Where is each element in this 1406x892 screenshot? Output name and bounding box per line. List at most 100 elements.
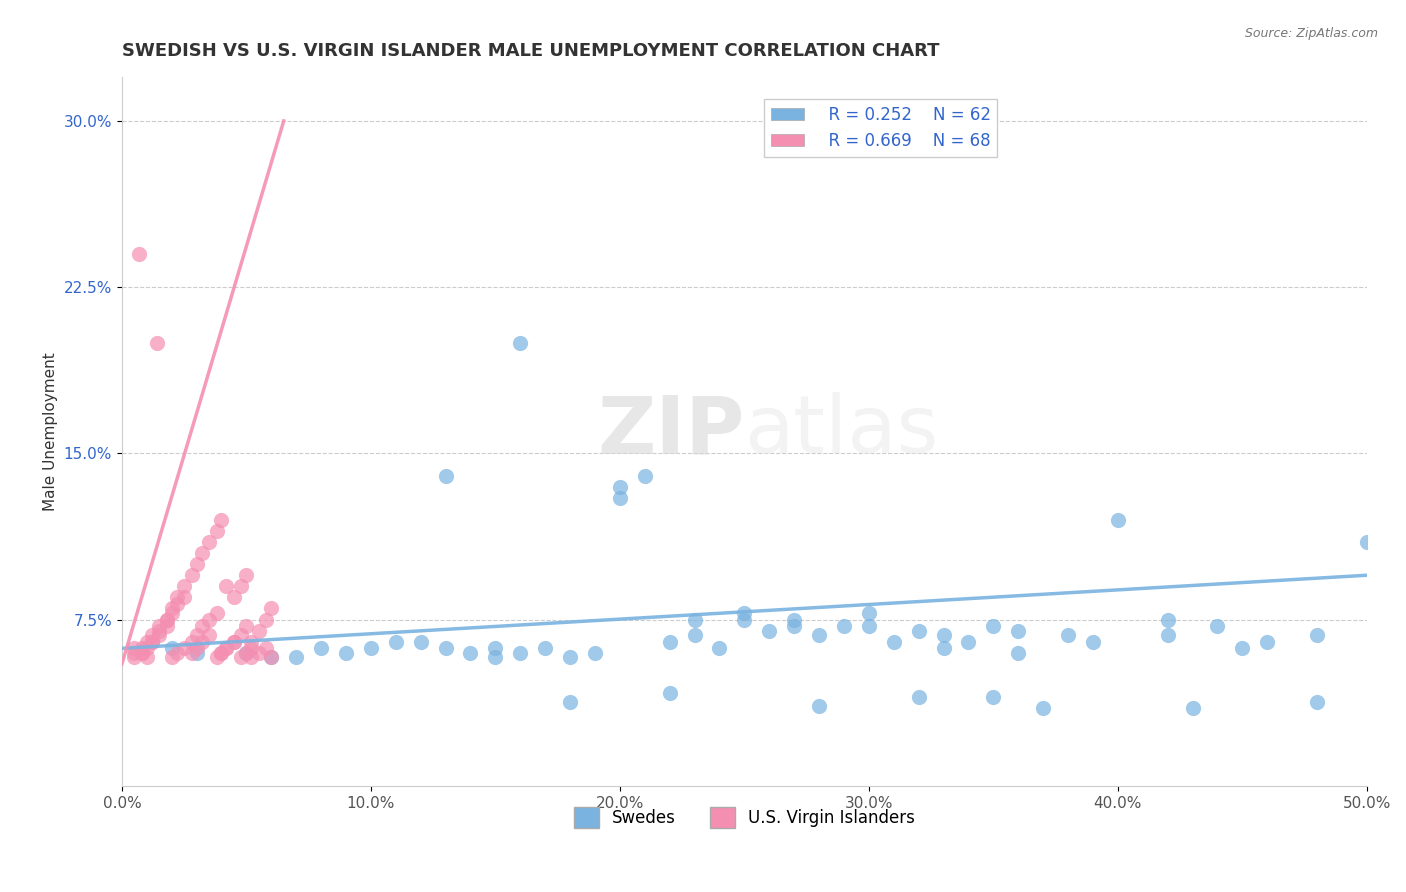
Point [173, 591, 195, 605]
Point [180, 634, 202, 648]
Point [190, 546, 212, 560]
Point [1256, 634, 1278, 648]
Point [932, 628, 955, 642]
Text: SWEDISH VS U.S. VIRGIN ISLANDER MALE UNEMPLOYMENT CORRELATION CHART: SWEDISH VS U.S. VIRGIN ISLANDER MALE UNE… [122, 42, 939, 60]
Point [534, 641, 557, 656]
Point [254, 613, 277, 627]
Point [124, 650, 146, 665]
Point [808, 698, 831, 713]
Point [783, 613, 806, 627]
Point [254, 641, 277, 656]
Point [198, 628, 221, 642]
Point [148, 628, 170, 642]
Point [1181, 701, 1204, 715]
Point [808, 628, 831, 642]
Point [709, 641, 731, 656]
Point [1306, 628, 1329, 642]
Point [211, 646, 233, 660]
Text: ZIP: ZIP [598, 392, 744, 470]
Point [148, 624, 170, 638]
Point [131, 646, 153, 660]
Point [260, 601, 283, 615]
Point [141, 634, 163, 648]
Point [156, 619, 179, 633]
Point [240, 650, 263, 665]
Point [981, 619, 1004, 633]
Point [135, 641, 157, 656]
Point [1156, 628, 1178, 642]
Point [733, 606, 755, 620]
Point [205, 606, 228, 620]
Point [434, 468, 457, 483]
Point [509, 335, 531, 350]
Point [981, 690, 1004, 705]
Legend: Swedes, U.S. Virgin Islanders: Swedes, U.S. Virgin Islanders [567, 800, 921, 834]
Point [186, 557, 208, 571]
Point [1032, 701, 1054, 715]
Point [858, 619, 880, 633]
Point [215, 579, 238, 593]
Point [231, 628, 253, 642]
Point [832, 619, 855, 633]
Point [285, 650, 308, 665]
Text: atlas: atlas [744, 392, 939, 470]
Point [205, 524, 228, 538]
Point [1107, 513, 1129, 527]
Point [198, 535, 221, 549]
Point [658, 634, 681, 648]
Text: Source: ZipAtlas.com: Source: ZipAtlas.com [1244, 27, 1378, 40]
Point [509, 646, 531, 660]
Point [783, 619, 806, 633]
Point [335, 646, 357, 660]
Point [160, 650, 183, 665]
Point [148, 619, 170, 633]
Point [260, 650, 283, 665]
Point [932, 641, 955, 656]
Point [160, 606, 183, 620]
Point [683, 628, 706, 642]
Point [240, 634, 263, 648]
Point [186, 646, 208, 660]
Point [240, 641, 263, 656]
Point [166, 591, 188, 605]
Point [1232, 641, 1254, 656]
Point [131, 646, 153, 660]
Point [247, 646, 270, 660]
Point [231, 579, 253, 593]
Point [1306, 695, 1329, 709]
Point [1156, 613, 1178, 627]
Point [247, 624, 270, 638]
Point [434, 641, 457, 656]
Point [173, 641, 195, 656]
Point [1081, 634, 1104, 648]
Point [190, 634, 212, 648]
Point [558, 650, 581, 665]
Point [609, 480, 631, 494]
Point [124, 646, 146, 660]
Point [180, 646, 202, 660]
Point [1057, 628, 1080, 642]
Point [609, 491, 631, 505]
Point [583, 646, 606, 660]
Point [135, 634, 157, 648]
Point [145, 335, 167, 350]
Point [309, 641, 332, 656]
Point [460, 646, 482, 660]
Point [409, 634, 432, 648]
Point [128, 247, 150, 261]
Point [186, 641, 208, 656]
Point [160, 641, 183, 656]
Point [135, 650, 157, 665]
Point [758, 624, 780, 638]
Point [1007, 624, 1029, 638]
Point [141, 634, 163, 648]
Point [231, 650, 253, 665]
Point [222, 634, 245, 648]
Point [1007, 646, 1029, 660]
Point [733, 613, 755, 627]
Point [1206, 619, 1229, 633]
Point [907, 690, 929, 705]
Point [235, 619, 257, 633]
Point [235, 646, 257, 660]
Point [124, 641, 146, 656]
